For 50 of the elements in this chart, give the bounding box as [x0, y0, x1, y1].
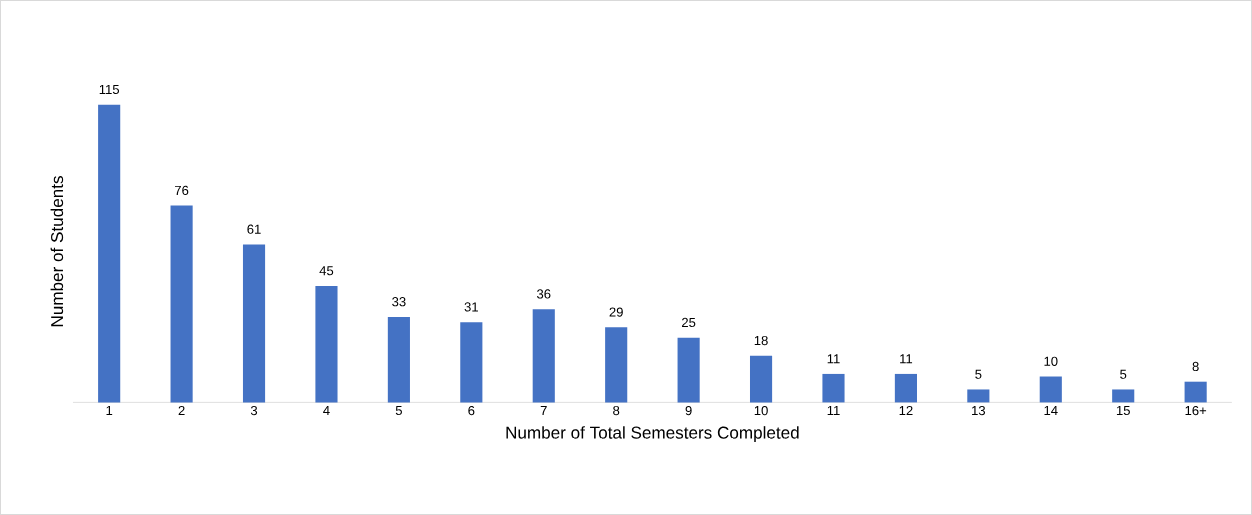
- x-tick-label: 11: [827, 405, 840, 415]
- x-tick-label: 12: [899, 405, 913, 416]
- y-axis-title: Number of Students: [50, 176, 64, 327]
- data-label: 18: [754, 335, 768, 346]
- bar: [605, 327, 628, 403]
- bar: [98, 104, 121, 403]
- data-label: 36: [536, 289, 551, 299]
- data-label: 29: [609, 307, 623, 317]
- bar: [1039, 376, 1062, 403]
- data-label: 45: [319, 266, 334, 276]
- x-tick-label: 2: [178, 405, 185, 416]
- data-label: 115: [99, 84, 120, 94]
- bar: [315, 285, 338, 403]
- x-tick-label: 1: [106, 405, 113, 415]
- bar: [460, 322, 483, 403]
- data-label: 76: [175, 185, 189, 195]
- x-tick-label: 5: [395, 405, 402, 416]
- x-tick-label: 13: [972, 405, 986, 416]
- x-tick-label: 15: [1116, 405, 1130, 416]
- data-label: 8: [1192, 361, 1199, 372]
- bar: [677, 337, 700, 403]
- data-label: 25: [682, 317, 696, 328]
- x-tick-label: 4: [323, 405, 330, 415]
- data-label: 5: [975, 369, 982, 379]
- bar: [822, 373, 845, 403]
- bar: [242, 244, 266, 403]
- x-tick-label: 3: [250, 405, 258, 416]
- x-tick-label: 9: [685, 405, 692, 416]
- data-label: 11: [827, 354, 840, 364]
- x-tick-label: 7: [540, 405, 547, 415]
- bar: [387, 316, 410, 403]
- data-label: 33: [392, 297, 406, 307]
- bar: [967, 389, 990, 403]
- data-label: 5: [1120, 369, 1127, 379]
- x-tick-label: 14: [1044, 405, 1058, 415]
- x-tick-label: 6: [468, 405, 475, 416]
- data-label: 10: [1044, 356, 1058, 366]
- bar: [1112, 389, 1135, 403]
- bar: [894, 373, 917, 403]
- x-tick-label: 8: [613, 405, 620, 416]
- data-label: 11: [900, 354, 913, 364]
- x-tick-label: 10: [754, 405, 768, 416]
- bar: [532, 309, 555, 403]
- data-label: 61: [247, 224, 261, 234]
- x-axis-title: Number of Total Semesters Completed: [506, 426, 799, 443]
- x-tick-label: 16+: [1185, 405, 1207, 416]
- data-label: 31: [464, 302, 478, 312]
- bar: [170, 205, 193, 403]
- bar: [1184, 381, 1207, 403]
- bar: [749, 355, 773, 403]
